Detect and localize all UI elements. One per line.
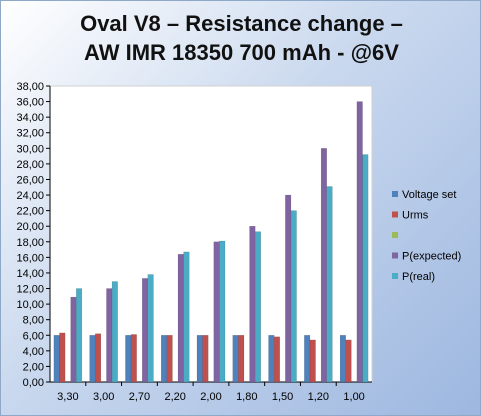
chart-title: Oval V8 – Resistance change – AW IMR 183… <box>1 9 481 67</box>
bar <box>166 335 173 383</box>
bar <box>304 335 311 383</box>
bar <box>111 281 118 383</box>
legend-label: Urms <box>402 210 429 222</box>
bar <box>70 296 77 383</box>
y-tick-label: 10,00 <box>16 299 44 311</box>
x-tick-label: 1,80 <box>236 391 257 403</box>
bar <box>53 335 60 383</box>
legend-swatch <box>392 211 398 218</box>
bar <box>95 333 102 383</box>
legend-swatch <box>392 252 398 259</box>
y-tick-label: 36,00 <box>16 97 44 109</box>
bar <box>356 101 363 383</box>
x-tick-label: 2,00 <box>200 391 221 403</box>
x-tick-label: 2,70 <box>129 391 150 403</box>
bar <box>59 332 66 383</box>
bar <box>254 231 261 383</box>
bar <box>219 240 226 383</box>
y-tick-label: 18,00 <box>16 237 44 249</box>
y-tick-label: 30,00 <box>16 143 44 155</box>
chart-title-line1: Oval V8 – Resistance change – <box>80 11 403 36</box>
y-tick-label: 6,00 <box>23 330 44 342</box>
bar <box>142 278 149 383</box>
legend-swatch <box>392 191 398 197</box>
bar <box>130 334 137 383</box>
y-tick-label: 22,00 <box>16 206 44 218</box>
y-tick-label: 4,00 <box>23 346 44 358</box>
bar <box>238 335 245 383</box>
bar <box>232 335 239 383</box>
y-tick-label: 8,00 <box>23 315 44 327</box>
y-tick-label: 2,00 <box>23 361 44 373</box>
bar <box>125 335 132 383</box>
bar <box>89 335 96 383</box>
plot-area <box>49 85 373 383</box>
bar <box>177 254 184 383</box>
bar <box>345 339 352 383</box>
y-tick-label: 12,00 <box>16 284 44 296</box>
chart-title-line2: AW IMR 18350 700 mAh - @6V <box>84 40 399 65</box>
y-tick-label: 28,00 <box>16 159 44 171</box>
bar <box>202 335 209 383</box>
x-tick-label: 1,00 <box>343 391 364 403</box>
legend-label: P(real) <box>402 271 435 283</box>
legend-swatch <box>392 232 398 238</box>
bar <box>362 154 369 383</box>
x-tick-label: 2,20 <box>165 391 186 403</box>
y-tick-label: 24,00 <box>16 190 44 202</box>
bar <box>249 226 256 383</box>
legend-label: P(expected) <box>402 251 461 263</box>
bar <box>106 288 113 383</box>
bar <box>76 288 83 383</box>
bar <box>285 194 292 383</box>
legend-label: Voltage set <box>402 189 456 201</box>
bar <box>161 335 168 383</box>
y-tick-label: 20,00 <box>16 221 44 233</box>
bar <box>268 335 275 383</box>
bar <box>273 336 280 383</box>
bar <box>320 148 327 383</box>
x-tick-label: 3,30 <box>57 391 78 403</box>
y-tick-label: 14,00 <box>16 268 44 280</box>
legend-swatch <box>392 273 398 279</box>
bar <box>290 210 297 383</box>
bar <box>339 335 346 383</box>
y-tick-label: 32,00 <box>16 128 44 140</box>
bar <box>183 251 190 383</box>
y-tick-label: 34,00 <box>16 112 44 124</box>
bar <box>196 335 203 383</box>
bar <box>326 186 333 383</box>
y-tick-label: 16,00 <box>16 252 44 264</box>
y-tick-label: 38,00 <box>16 81 44 93</box>
y-tick-label: 0,00 <box>23 377 44 389</box>
y-tick-label: 26,00 <box>16 174 44 186</box>
x-tick-label: 1,50 <box>272 391 293 403</box>
bar <box>213 241 220 383</box>
bar <box>147 274 154 383</box>
x-tick-label: 3,00 <box>93 391 114 403</box>
bar <box>309 339 316 383</box>
x-tick-label: 1,20 <box>308 391 329 403</box>
